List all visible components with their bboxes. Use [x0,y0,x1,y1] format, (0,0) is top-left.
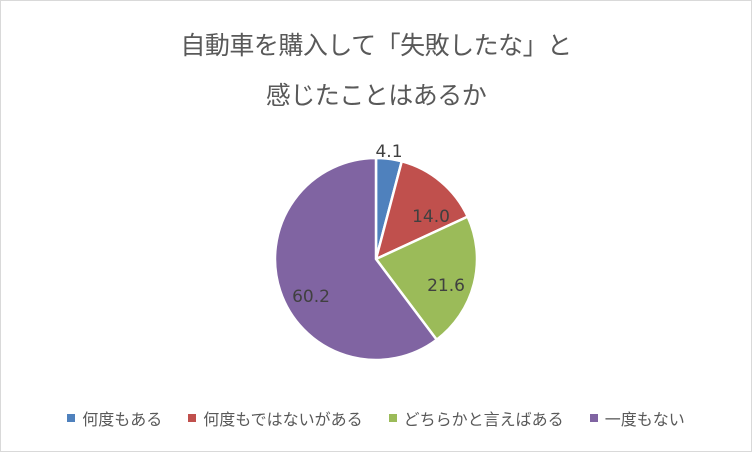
chart-title-line2: 感じたことはあるか [265,81,487,110]
data-label: 60.2 [292,287,330,307]
legend-item-nandomo-aru: 何度もある [67,406,162,430]
pie-slice [374,215,479,342]
data-label: 21.6 [427,276,465,296]
pie-slice [273,156,439,362]
data-label: 14.0 [412,207,450,227]
legend-swatch-icon [188,414,197,422]
legend-item-ichido-mo-nai: 一度もない [589,406,685,430]
legend-swatch-icon [388,414,397,422]
chart-title-line1: 自動車を購入して「失敗したな」と [180,31,572,60]
data-label: 4.1 [375,142,402,162]
pie-slice [374,159,470,262]
legend-swatch-icon [589,414,598,422]
legend-label: 何度もある [82,410,163,429]
legend-item-nandomo-dewa-nai: 何度もではないがある [188,406,363,430]
legend-label: 何度もではないがある [203,410,363,429]
legend-label: どちらかと言えばある [403,410,564,429]
legend-swatch-icon [67,414,76,422]
legend: 何度もある 何度もではないがある どちらかと言えばある 一度もない [0,406,752,430]
legend-item-dochiraka-to-ieba: どちらかと言えばある [388,406,564,430]
legend-label: 一度もない [604,410,685,429]
